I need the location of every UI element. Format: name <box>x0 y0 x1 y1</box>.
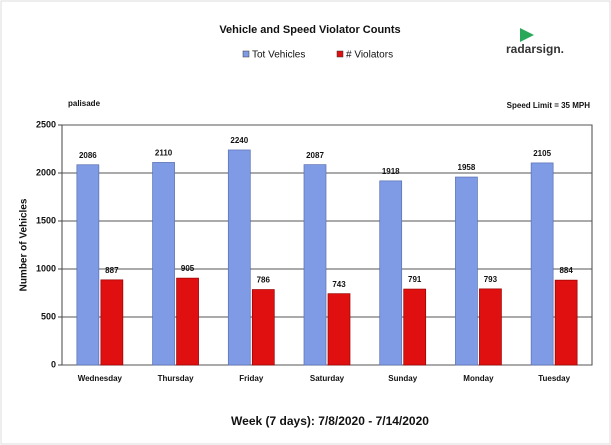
y-tick-label: 1500 <box>36 215 56 225</box>
x-tick-label: Sunday <box>388 374 417 383</box>
y-tick-label: 0 <box>51 359 56 369</box>
data-label: 887 <box>105 266 119 275</box>
bar <box>455 176 478 366</box>
legend-swatch <box>242 50 250 58</box>
bar <box>176 277 199 366</box>
x-tick-label: Wednesday <box>78 374 123 383</box>
x-tick-label: Saturday <box>310 374 345 383</box>
bar <box>479 288 502 366</box>
data-label: 2087 <box>306 151 324 160</box>
bar <box>530 162 554 366</box>
x-axis-label: Week (7 days): 7/8/2020 - 7/14/2020 <box>231 414 429 428</box>
y-tick-label: 2500 <box>36 119 56 129</box>
bar <box>554 279 578 366</box>
chart-title: Vehicle and Speed Violator Counts <box>219 24 400 36</box>
y-tick-label: 1000 <box>36 263 56 273</box>
bar <box>251 289 275 366</box>
y-axis-label: Number of Vehicles <box>19 198 30 291</box>
bar <box>227 149 251 366</box>
data-label: 793 <box>484 275 498 284</box>
x-tick-label: Friday <box>239 374 264 383</box>
data-label: 2086 <box>79 151 97 160</box>
bar <box>152 162 175 366</box>
bar <box>403 288 427 366</box>
data-label: 2105 <box>533 149 551 158</box>
logo-flag <box>520 28 534 42</box>
logo: radarsign. <box>506 42 564 56</box>
bar <box>303 164 327 366</box>
data-label: 791 <box>408 275 422 284</box>
bar <box>100 279 124 366</box>
plot-area <box>61 124 593 366</box>
bar <box>76 164 100 366</box>
legend-swatch <box>336 50 344 58</box>
bar <box>379 180 403 366</box>
x-tick-label: Monday <box>463 374 494 383</box>
data-label: 905 <box>181 264 195 273</box>
x-tick-label: Tuesday <box>538 374 570 383</box>
x-tick-label: Thursday <box>158 374 195 383</box>
data-label: 2240 <box>230 136 248 145</box>
bar <box>327 293 351 366</box>
data-label: 2110 <box>155 149 173 158</box>
data-label: 743 <box>332 280 346 289</box>
y-tick-label: 2000 <box>36 167 56 177</box>
subtitle-left: palisade <box>68 99 101 108</box>
data-label: 1918 <box>382 167 400 176</box>
y-tick-label: 500 <box>41 311 56 321</box>
subtitle-right: Speed Limit = 35 MPH <box>507 101 591 110</box>
legend-label: # Violators <box>346 50 393 61</box>
data-label: 786 <box>257 276 271 285</box>
legend-label: Tot Vehicles <box>252 50 305 61</box>
data-label: 1958 <box>458 163 476 172</box>
data-label: 884 <box>559 266 573 275</box>
